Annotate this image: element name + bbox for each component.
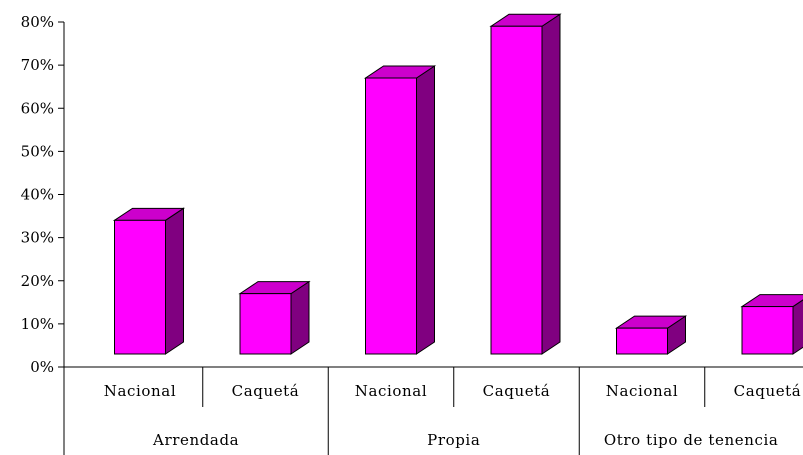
x-category-label: Caquetá <box>483 382 551 400</box>
y-tick-label: 30% <box>21 229 54 247</box>
bar-front-face <box>114 219 166 355</box>
bar <box>112 207 186 355</box>
bar-front-face <box>741 306 794 355</box>
bar-top-face <box>740 294 803 308</box>
y-tick-label: 10% <box>21 315 54 333</box>
y-tick-label: 40% <box>21 186 54 204</box>
bar-side-face <box>290 280 310 355</box>
x-group-label: Propia <box>427 431 480 449</box>
y-tick-label: 70% <box>21 56 54 74</box>
x-category-label: Caquetá <box>734 382 802 400</box>
bar <box>238 280 311 355</box>
bar <box>363 65 437 355</box>
bar-front-face <box>616 327 668 355</box>
y-tick-label: 0% <box>30 358 54 376</box>
bar <box>489 13 562 355</box>
bar-side-face <box>165 207 184 355</box>
y-tick-label: 60% <box>21 99 54 117</box>
y-tick-label: 80% <box>21 13 54 31</box>
y-tick-label: 50% <box>21 142 54 160</box>
bars <box>112 13 803 355</box>
y-tick-label: 20% <box>21 272 54 290</box>
y-axis: 0% 10% 20% 30% 40% 50% 60% 70% 80% <box>21 13 65 376</box>
bar-front-face <box>490 25 543 355</box>
x-group-label: Otro tipo de tenencia <box>604 431 779 449</box>
x-group-label: Arrendada <box>152 431 239 449</box>
bar-side-face <box>416 65 435 355</box>
bar-front-face <box>239 293 292 355</box>
bar <box>614 315 688 355</box>
x-axis: Nacional Caquetá Nacional Caquetá Nacional Ca… <box>63 366 803 455</box>
bar-front-face <box>365 77 417 355</box>
x-category-label: Caquetá <box>232 382 300 400</box>
bar-side-face <box>541 13 561 355</box>
x-category-label: Nacional <box>355 382 428 400</box>
x-category-label: Nacional <box>104 382 177 400</box>
bar <box>740 294 803 355</box>
x-category-label: Nacional <box>606 382 679 400</box>
